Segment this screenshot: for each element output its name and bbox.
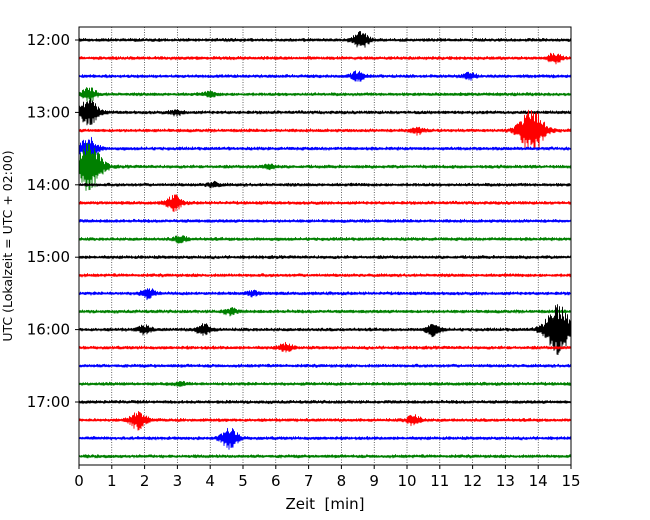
seismogram-trace-1430	[78, 218, 572, 224]
x-tick-label: 14	[529, 472, 548, 490]
seismogram-trace-1445	[78, 235, 572, 244]
seismogram-trace-1600	[78, 304, 572, 356]
x-tick-label: 3	[173, 472, 183, 490]
seismogram-trace-1400	[78, 180, 572, 189]
seismogram-trace-1730	[78, 427, 572, 450]
x-tick-label: 2	[140, 472, 150, 490]
x-axis-label: Zeit [min]	[285, 495, 364, 513]
seismogram-trace-1200	[78, 30, 572, 48]
x-tick-label: 12	[463, 472, 482, 490]
seismogram-trace-1415	[78, 194, 572, 213]
x-tick-label: 0	[74, 472, 84, 490]
seismogram-trace-1545	[78, 306, 572, 317]
grid-lines	[111, 27, 539, 465]
x-tick-label: 6	[271, 472, 281, 490]
seismogram-trace-1500	[78, 255, 572, 260]
x-tick-label: 15	[561, 472, 580, 490]
seismogram-trace-1330	[78, 136, 572, 161]
seismogram-trace-1630	[78, 363, 572, 368]
x-tick-label: 13	[496, 472, 515, 490]
x-axis-ticks: 0 1 2 3 4 5 6 7 8 9 10 11 12 13 14 15	[74, 465, 581, 490]
x-tick-label: 8	[337, 472, 347, 490]
y-axis-ticks: 12:00 13:00 14:00 15:00 16:00 17:00	[27, 31, 79, 411]
seismogram-trace-1215	[78, 52, 572, 65]
seismogram-trace-1315	[78, 109, 572, 150]
x-tick-label: 9	[369, 472, 379, 490]
seismogram-trace-1515	[78, 273, 572, 278]
plot-background	[79, 27, 571, 465]
seismogram-trace-1715	[78, 411, 572, 431]
plot-frame	[78, 26, 572, 466]
y-axis-label: UTC (Lokalzeit = UTC + 02:00)	[0, 150, 15, 341]
trace-group	[78, 30, 572, 459]
y-tick-label: 14:00	[27, 176, 70, 194]
x-tick-label: 5	[238, 472, 248, 490]
x-tick-label: 7	[304, 472, 314, 490]
y-tick-label: 16:00	[27, 321, 70, 339]
seismogram-trace-1300	[78, 98, 572, 126]
x-tick-label: 4	[205, 472, 215, 490]
y-tick-label: 15:00	[27, 248, 70, 266]
seismogram-trace-1745	[78, 454, 572, 459]
seismogram-trace-1700	[78, 399, 572, 405]
y-tick-label: 17:00	[27, 393, 70, 411]
seismogram-trace-1530	[78, 288, 572, 301]
seismogram-trace-1345	[78, 142, 572, 191]
y-tick-label: 12:00	[27, 31, 70, 49]
seismogram-trace-1615	[78, 341, 572, 353]
x-tick-label: 1	[107, 472, 117, 490]
y-tick-label: 13:00	[27, 103, 70, 121]
seismogram-trace-1230	[78, 70, 572, 82]
seismogram-trace-1645	[78, 380, 572, 388]
seismogram-trace-1245	[78, 87, 572, 103]
x-tick-label: 11	[430, 472, 449, 490]
x-tick-label: 10	[397, 472, 416, 490]
